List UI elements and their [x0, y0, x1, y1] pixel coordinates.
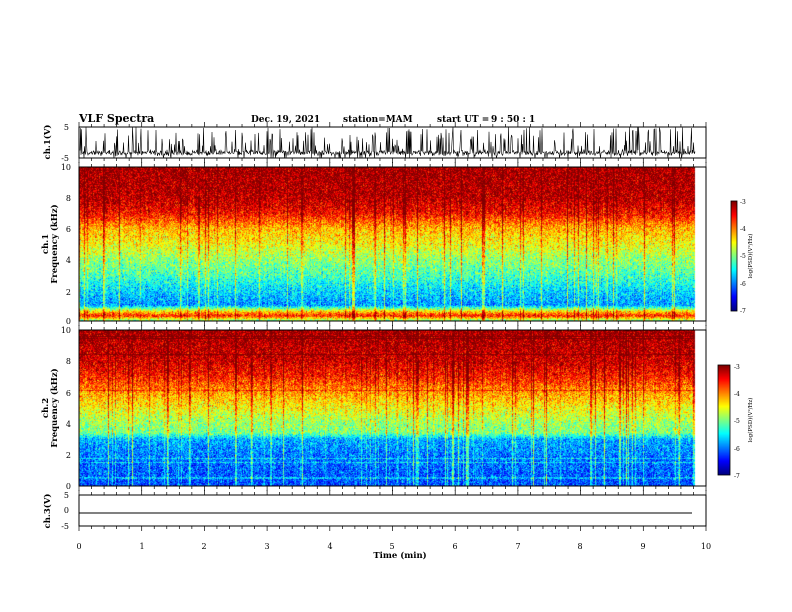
header-station: station=MAM [343, 115, 413, 125]
xtick-label-1: 1 [139, 542, 144, 551]
ch1-waveform-line [79, 126, 696, 159]
figure-title: VLF Spectra [78, 112, 154, 125]
ch1-spectrogram-ticks [78, 162, 707, 326]
ch1-waveform-ylabel: ch.1(V) [42, 125, 53, 160]
cb2-tick-m5: -5 [734, 418, 740, 425]
ch2-ytick-6: 6 [66, 389, 71, 398]
ch3-ytick-bottom: -5 [61, 522, 69, 531]
header-date: Dec. 19, 2021 [251, 115, 320, 125]
xtick-label-2: 2 [201, 542, 206, 551]
ch3-waveform-frame [78, 494, 707, 527]
ch1-ytick-10: 10 [61, 163, 71, 172]
xtick-label-10: 10 [701, 542, 711, 551]
cb1-tick-m5: -5 [740, 253, 746, 260]
ch1-ytick-6: 6 [66, 225, 71, 234]
time-axis-label: Time (min) [373, 550, 426, 561]
cb2-tick-m3: -3 [734, 364, 740, 371]
cb2-tick-m7: -7 [734, 473, 740, 480]
ch3-waveform-ylabel: ch.3(V) [42, 494, 53, 529]
header-start-prefix: start UT = [437, 115, 489, 125]
ch2-ytick-4: 4 [66, 420, 71, 429]
figure-header: VLF Spectra Dec. 19, 2021 station=MAM st… [78, 112, 535, 125]
ch1-colorbar: -3 -4 -5 -6 -7 log(PSD)(V²/Hz) [730, 199, 754, 315]
ch3-waveform-panel: 5 0 -5 ch.3(V) 0 1 2 3 4 5 6 7 8 9 10 Ti… [42, 490, 711, 561]
ch2-ytick-8: 8 [66, 357, 71, 366]
xtick-label-4: 4 [327, 542, 332, 551]
ch2-spectrogram-ticks [78, 325, 707, 491]
xtick-label-3: 3 [264, 542, 269, 551]
ch1-ytick-2: 2 [66, 288, 71, 297]
xtick-label-8: 8 [577, 542, 582, 551]
header-start-time: 9 : 50 : 1 [491, 115, 535, 125]
ch2-ytick-10: 10 [61, 326, 71, 335]
ch1-spectrogram-panel: 0 2 4 6 8 10 ch.1 Frequency (kHz) [41, 162, 707, 326]
ch2-spectrogram-image [79, 330, 706, 486]
ch1-ytick-top: 5 [64, 123, 69, 132]
xtick-label-9: 9 [640, 542, 645, 551]
time-axis-tick-labels: 0 1 2 3 4 5 6 7 8 9 10 [76, 542, 711, 551]
ch3-waveform-ticks [78, 490, 707, 531]
cb1-label: log(PSD)(V²/Hz) [747, 234, 754, 279]
ch1-colorbar-gradient [731, 201, 737, 311]
ch2-ytick-2: 2 [66, 451, 71, 460]
ch3-ytick-mid: 0 [64, 506, 69, 515]
cb2-tick-m4: -4 [734, 391, 740, 398]
ch1-ytick-bottom: -5 [61, 154, 69, 163]
ch1-spectrogram-image [79, 167, 706, 321]
ch2-spectrogram-panel: 0 2 4 6 8 10 ch.2 Frequency (kHz) [41, 325, 707, 491]
cb1-tick-m4: -4 [740, 226, 746, 233]
cb2-tick-m6: -6 [734, 446, 740, 453]
ch3-ytick-top: 5 [64, 491, 69, 500]
xtick-label-6: 6 [452, 542, 457, 551]
ch1-colorbar-frame [730, 200, 738, 312]
ch2-colorbar-frame [717, 364, 731, 476]
cb1-tick-m6: -6 [740, 281, 746, 288]
ch2-ytick-0: 0 [66, 482, 71, 491]
ch1-waveform-panel: 5 -5 ch.1(V) [42, 122, 707, 163]
cb1-tick-m3: -3 [740, 199, 746, 206]
ch1-channel-label: ch.1 [41, 234, 51, 254]
ch2-colorbar: -3 -4 -5 -6 -7 log(PSD)(V²/Hz) [717, 364, 754, 480]
cb2-label: log(PSD)(V²/Hz) [747, 398, 754, 443]
ch1-waveform-trace [79, 126, 696, 159]
ch2-colorbar-gradient [718, 365, 730, 475]
xtick-label-5: 5 [389, 542, 394, 551]
ch2-frequency-label: Frequency (kHz) [49, 368, 60, 447]
ch1-frequency-label: Frequency (kHz) [49, 204, 60, 283]
xtick-label-7: 7 [515, 542, 520, 551]
cb1-tick-m7: -7 [740, 308, 746, 315]
ch1-ytick-8: 8 [66, 194, 71, 203]
xtick-label-0: 0 [76, 542, 81, 551]
ch1-ytick-0: 0 [66, 317, 71, 326]
ch1-ytick-4: 4 [66, 256, 71, 265]
ch2-channel-label: ch.2 [41, 398, 51, 418]
